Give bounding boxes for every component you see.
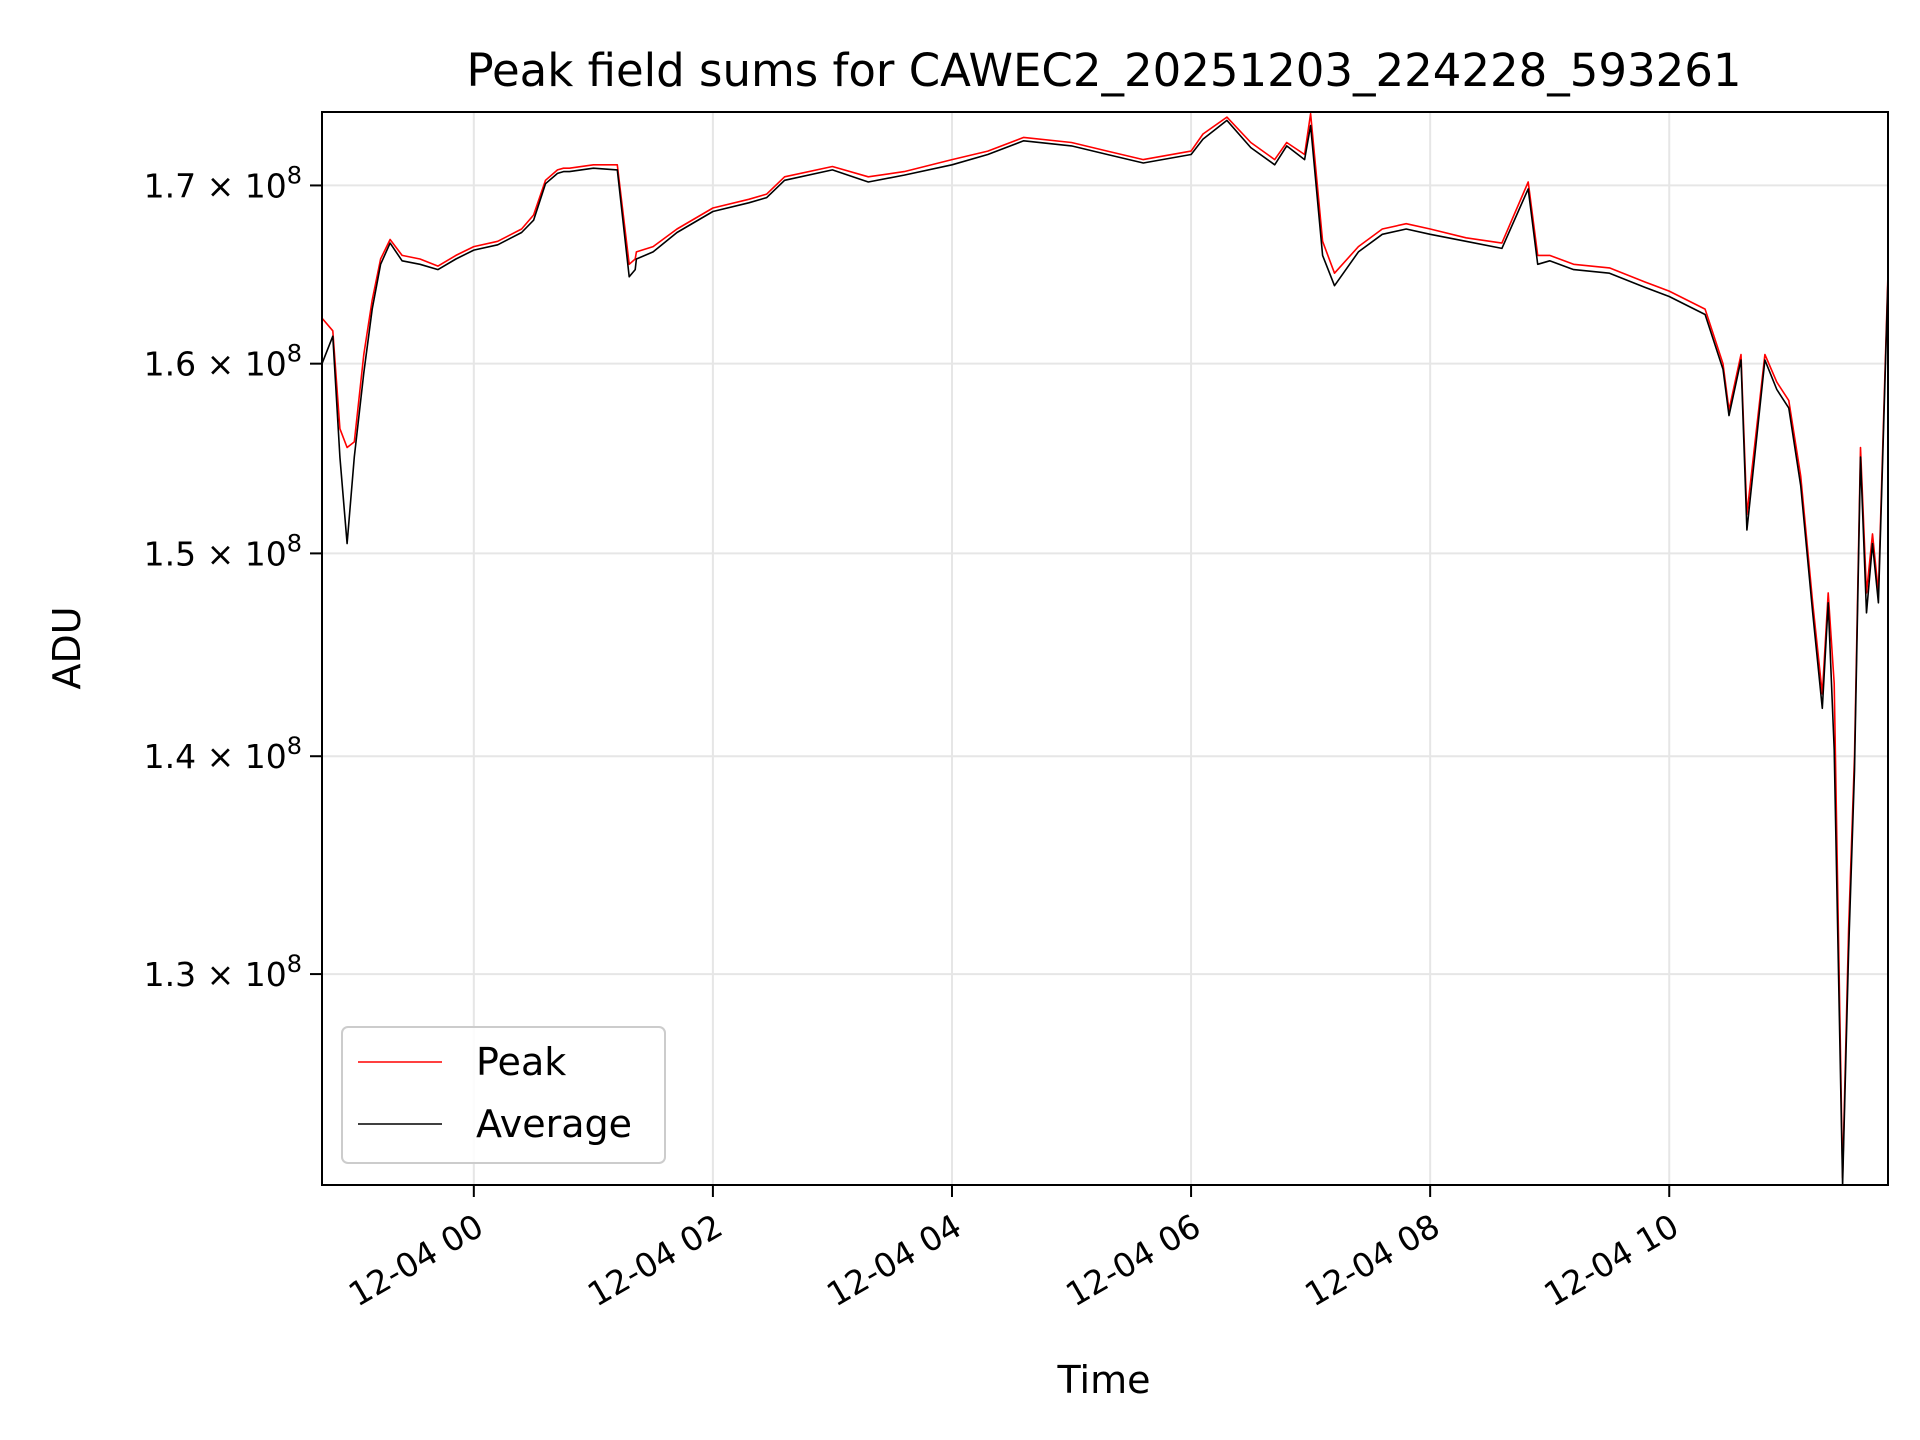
legend-box: [341, 1026, 666, 1164]
y-tick-label: 1.7 × 108: [144, 161, 302, 205]
y-axis-label: ADU: [45, 606, 89, 689]
series-line-peak: [321, 112, 1889, 1179]
series-line-average: [321, 119, 1889, 1186]
x-tick-label: 12-04 08: [1298, 1206, 1446, 1314]
x-tick-label: 12-04 10: [1537, 1206, 1685, 1314]
y-tick-label: 1.6 × 108: [144, 340, 302, 384]
x-tick-label: 12-04 06: [1059, 1206, 1207, 1314]
grid: [322, 112, 1888, 1185]
y-tick-label: 1.5 × 108: [144, 529, 302, 573]
legend: Peak Average: [341, 1026, 666, 1164]
series-lines: [321, 112, 1889, 1186]
chart-title: Peak field sums for CAWEC2_20251203_2242…: [466, 44, 1741, 97]
y-tick-label: 1.4 × 108: [144, 732, 302, 776]
x-tick-label: 12-04 02: [581, 1206, 729, 1314]
x-tick-label: 12-04 00: [342, 1206, 490, 1314]
x-tick-label: 12-04 04: [820, 1206, 968, 1314]
x-axis-label: Time: [1057, 1358, 1151, 1402]
y-tick-label: 1.3 × 108: [144, 950, 302, 994]
legend-average-label: Average: [476, 1102, 632, 1146]
plot-frame: [321, 111, 1889, 1186]
legend-peak-label: Peak: [476, 1040, 566, 1084]
